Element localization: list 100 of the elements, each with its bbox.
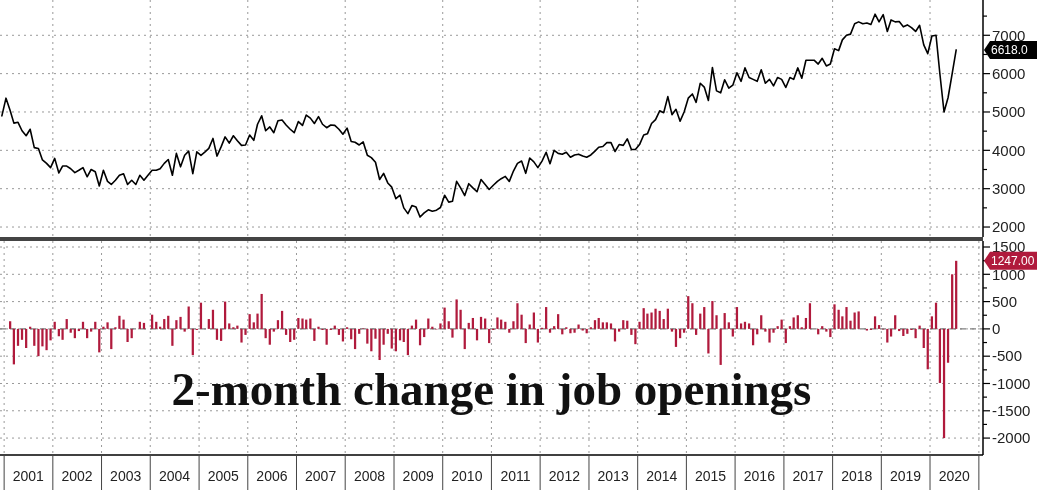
- bar: [106, 322, 109, 329]
- bar: [821, 326, 824, 329]
- bar: [654, 308, 657, 329]
- x-tick-label: 2017: [792, 468, 824, 484]
- bar: [914, 328, 917, 339]
- x-tick-label: 2007: [305, 468, 337, 484]
- bar: [9, 321, 12, 329]
- bar: [618, 328, 621, 332]
- bar: [825, 328, 828, 332]
- y-tick-label: 7000: [992, 26, 1026, 44]
- bar: [796, 315, 799, 329]
- bar: [516, 303, 519, 329]
- bar: [845, 307, 848, 329]
- bar: [207, 319, 210, 329]
- bar: [248, 314, 251, 329]
- bar: [776, 326, 779, 329]
- bar: [293, 328, 296, 340]
- bar: [735, 307, 739, 329]
- bar: [118, 315, 121, 329]
- y-tick-label: -1500: [992, 402, 1031, 420]
- bar: [276, 320, 280, 329]
- bar: [711, 301, 714, 329]
- x-tick-label: 2011: [500, 468, 531, 484]
- bar: [764, 328, 767, 332]
- bar: [609, 323, 613, 329]
- y-tick-label: 3000: [992, 179, 1026, 197]
- bar: [873, 316, 877, 329]
- bar: [358, 328, 361, 334]
- bar: [569, 328, 572, 334]
- bar: [402, 328, 405, 342]
- bar: [65, 319, 68, 329]
- x-tick-label: 2020: [938, 468, 971, 484]
- bar: [804, 317, 808, 329]
- x-tick-label: 2019: [889, 468, 922, 484]
- bar: [788, 326, 792, 329]
- bar: [707, 328, 710, 354]
- bar: [739, 323, 743, 329]
- line-series: [1, 13, 957, 218]
- y-tick-label: 1500: [992, 238, 1026, 256]
- bar: [284, 328, 288, 335]
- bar: [906, 328, 909, 334]
- x-tick-label: 2003: [110, 468, 142, 484]
- bar: [601, 322, 604, 329]
- bar: [268, 328, 271, 345]
- x-tick-label: 2010: [451, 468, 483, 484]
- bar: [256, 313, 259, 329]
- bar: [163, 319, 166, 329]
- y-tick-label: 0: [992, 320, 1001, 338]
- bar: [228, 323, 231, 329]
- bar: [471, 317, 475, 329]
- bar: [691, 303, 694, 329]
- text: 6618.0: [991, 43, 1029, 58]
- bar: [545, 307, 548, 329]
- x-tick-label: 2009: [402, 468, 434, 484]
- x-tick-label: 2015: [694, 468, 727, 484]
- bar: [240, 328, 243, 343]
- bar: [45, 328, 48, 351]
- bar: [171, 328, 174, 346]
- bar: [886, 328, 889, 343]
- bar: [366, 328, 369, 344]
- bar: [650, 312, 653, 329]
- x-tick-label: 2014: [646, 468, 678, 484]
- bar: [930, 316, 934, 329]
- bar: [723, 313, 726, 329]
- bar: [390, 328, 393, 349]
- bar: [695, 328, 698, 335]
- bar: [447, 321, 450, 329]
- bar: [142, 322, 146, 329]
- y-tick-label: -2000: [992, 429, 1031, 447]
- bar: [260, 293, 263, 329]
- bar: [747, 323, 751, 329]
- bar: [634, 328, 637, 345]
- bar: [553, 326, 556, 329]
- bar: [593, 320, 597, 329]
- bar: [536, 328, 539, 343]
- bar: [297, 317, 300, 329]
- bar: [175, 320, 178, 329]
- bar: [833, 304, 836, 329]
- bar: [37, 328, 40, 357]
- x-tick-label: 2002: [61, 468, 93, 484]
- bar: [857, 311, 860, 329]
- bar: [90, 328, 93, 332]
- x-tick-label: 2006: [256, 468, 288, 484]
- bar: [325, 328, 328, 345]
- x-tick-label: 2018: [841, 468, 873, 484]
- bar: [951, 274, 954, 329]
- bar: [337, 328, 341, 335]
- bar: [386, 328, 389, 334]
- x-tick-label: 2005: [207, 468, 240, 484]
- bar: [894, 315, 897, 329]
- bar: [61, 328, 64, 340]
- x-tick-label: 2013: [597, 468, 629, 484]
- bar: [280, 310, 284, 329]
- bar: [687, 296, 690, 329]
- bar: [597, 317, 600, 329]
- y-tick-label: -1000: [992, 374, 1031, 392]
- bar: [638, 321, 641, 329]
- bar: [126, 328, 129, 342]
- bar: [496, 317, 499, 329]
- bar: [20, 328, 24, 340]
